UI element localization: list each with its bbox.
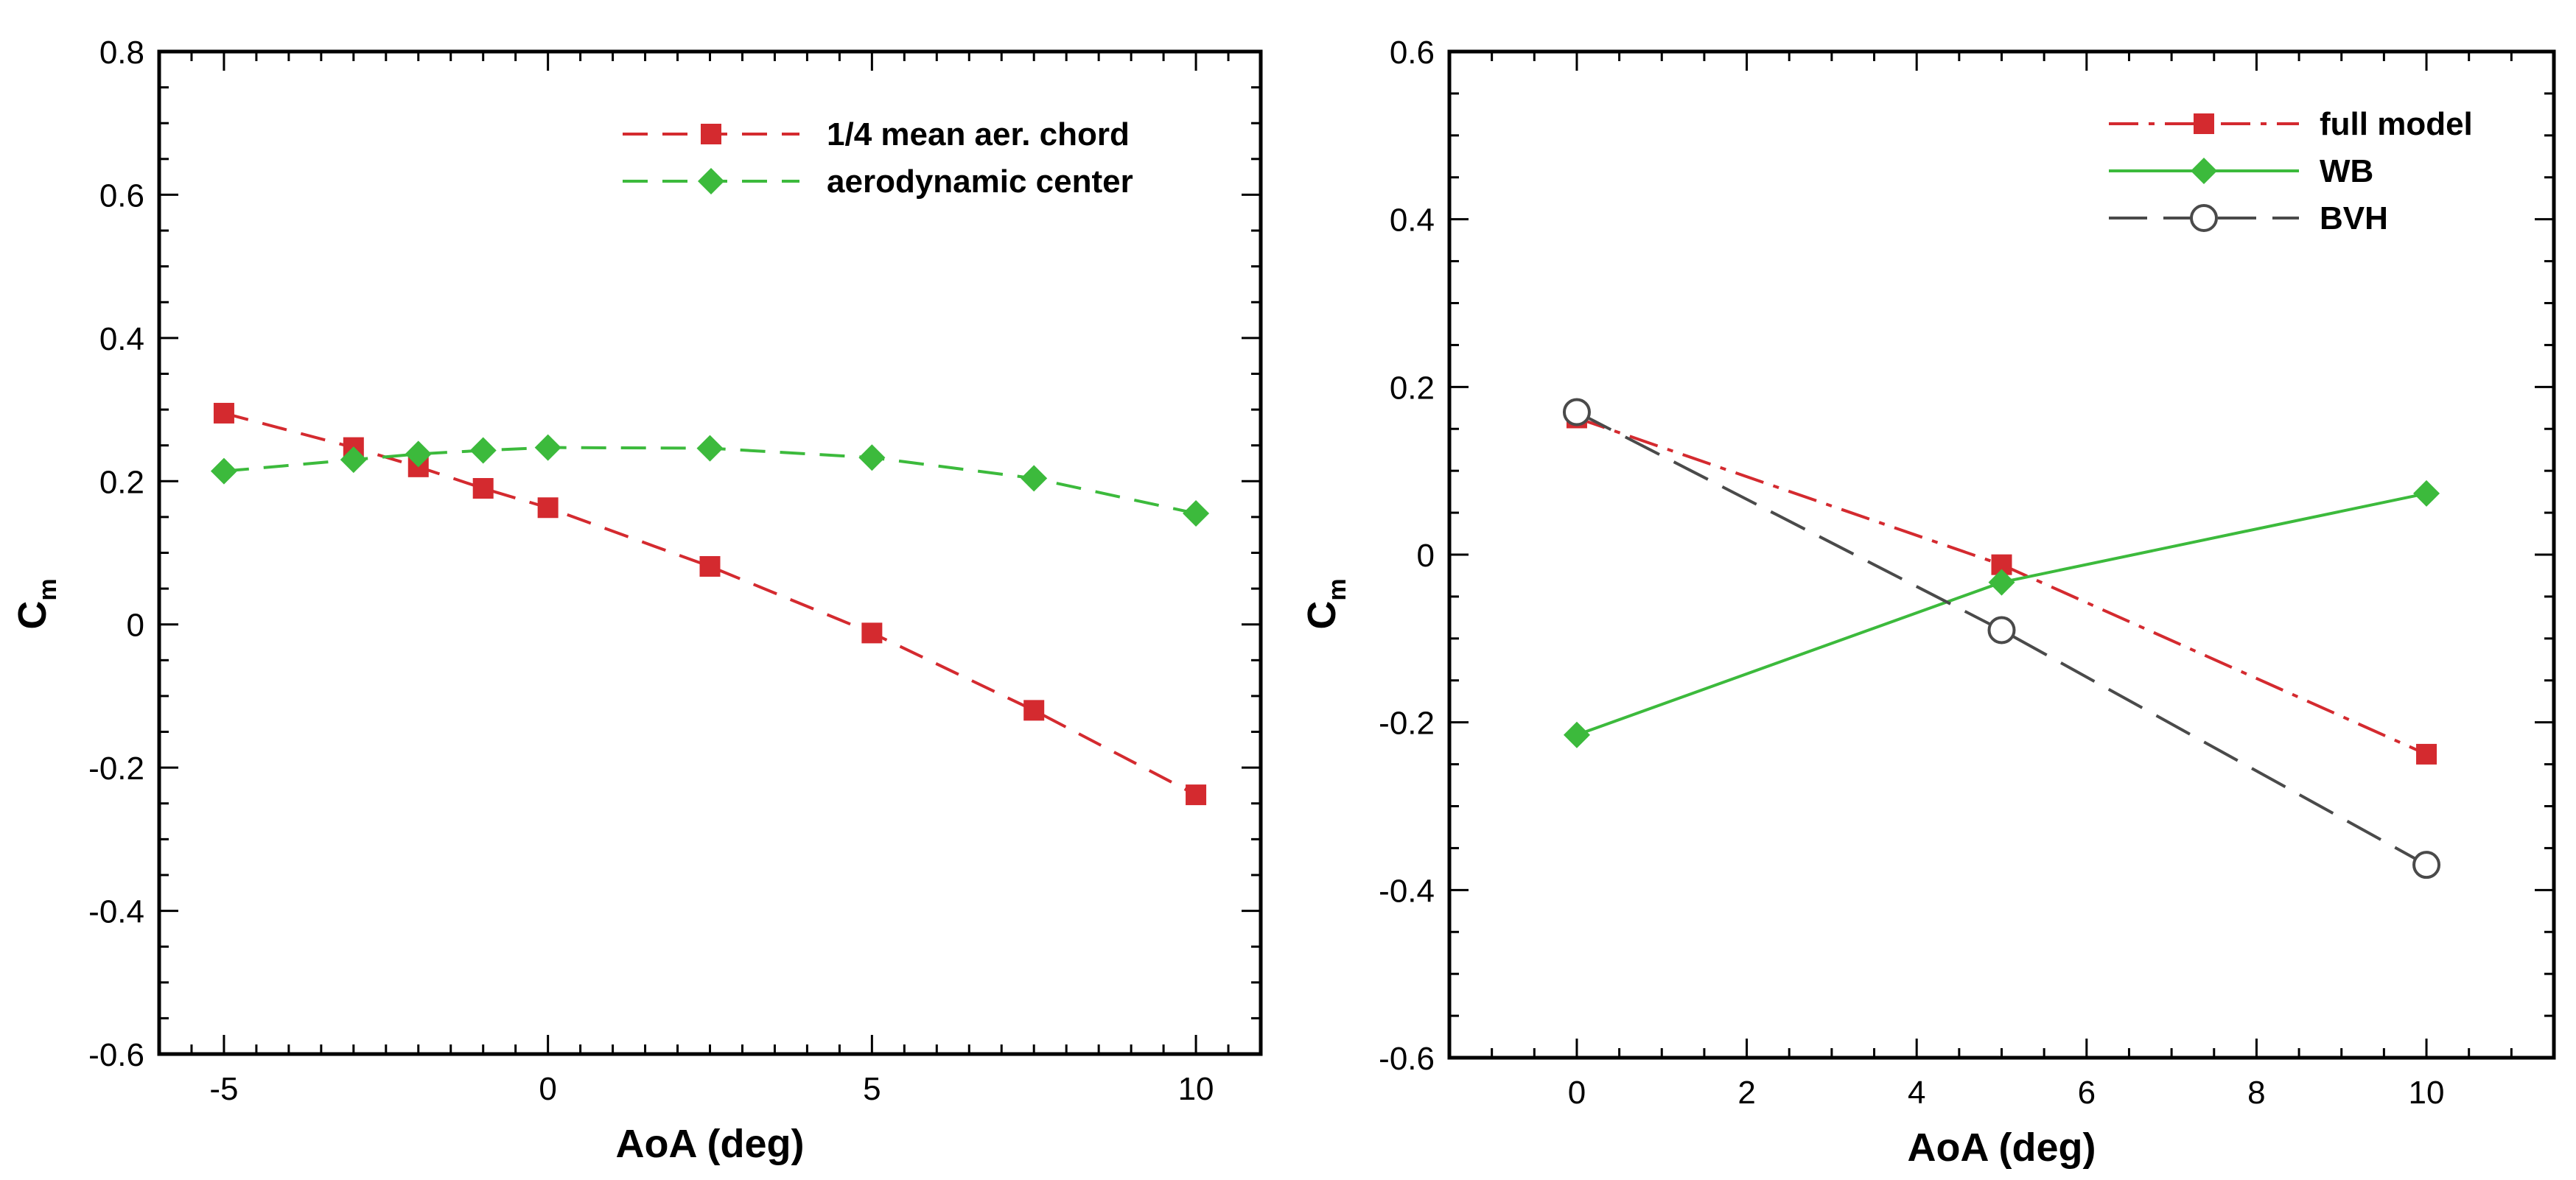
x-tick-label: 4: [1908, 1075, 1925, 1111]
y-tick-label: 0.6: [1390, 35, 1435, 71]
x-axis-title: AoA (deg): [616, 1122, 805, 1166]
legend-marker: [698, 168, 724, 194]
data-point: [534, 434, 561, 461]
y-axis-title-main: C: [10, 601, 55, 630]
data-point: [1183, 500, 1210, 527]
x-tick-label: 6: [2078, 1075, 2096, 1111]
data-point: [861, 622, 883, 644]
series-1: [210, 434, 1210, 527]
x-tick-label: -5: [209, 1071, 238, 1107]
data-point: [699, 555, 721, 577]
legend-label: WB: [2320, 153, 2373, 189]
data-point: [210, 457, 237, 485]
legend-label: full model: [2320, 106, 2473, 142]
legend-entry: full model: [2109, 106, 2473, 142]
data-point: [340, 446, 367, 474]
y-tick-label: 0: [127, 608, 144, 644]
y-axis-title: Cm: [1300, 578, 1351, 629]
plot-frame: [1447, 49, 2556, 1060]
y-tick-label: 0.6: [99, 178, 144, 214]
legend-label: aerodynamic center: [827, 164, 1133, 200]
y-tick-label: 0.4: [1390, 203, 1435, 239]
data-point: [1987, 616, 2016, 645]
legend-entry: aerodynamic center: [623, 164, 1133, 200]
legend-marker: [2190, 204, 2218, 232]
data-point: [405, 440, 432, 468]
x-tick-label: 8: [2247, 1075, 2265, 1111]
chart-right: 0 2 4 6 8 10 -0.6 -0.4 -0.2 0 0.2 0.4 0.6 AoA (deg) Cm…: [1300, 35, 2556, 1170]
y-tick-label: -0.4: [1379, 873, 1435, 909]
data-point: [2413, 480, 2440, 507]
y-axis-title: Cm: [10, 578, 62, 629]
series-2: [1562, 398, 2441, 879]
data-point: [2412, 851, 2441, 879]
legend-marker: [701, 124, 721, 144]
data-point: [469, 437, 497, 464]
y-tick-label: -0.4: [88, 894, 144, 930]
data-point: [1988, 569, 2015, 596]
y-tick-label: -0.2: [88, 751, 144, 787]
data-point: [858, 444, 886, 471]
data-point: [1562, 398, 1591, 426]
legend-entry: BVH: [2109, 200, 2388, 236]
series-line: [1576, 491, 2427, 737]
y-tick-label: 0.8: [99, 35, 144, 71]
y-axis-title-subscript: m: [1323, 578, 1351, 600]
legend-label: BVH: [2320, 200, 2388, 236]
legend-marker: [2191, 158, 2217, 184]
y-axis-title-subscript: m: [34, 578, 62, 600]
series-line: [223, 411, 1197, 796]
x-tick-label: 5: [863, 1071, 881, 1107]
y-tick-label: 0.2: [1390, 370, 1435, 406]
x-tick-label: 0: [1568, 1075, 1586, 1111]
y-tick-label: 0: [1417, 538, 1435, 574]
data-point: [213, 402, 234, 424]
y-tick-label: 0.2: [99, 464, 144, 500]
series-1: [1563, 480, 2440, 748]
data-point: [1023, 700, 1045, 721]
y-axis-title-main: C: [1300, 601, 1344, 630]
ticks: [158, 50, 1262, 1056]
legend-entry: WB: [2109, 153, 2373, 189]
legend-marker: [2194, 113, 2214, 134]
data-point: [2416, 743, 2437, 765]
x-tick-label: 0: [539, 1071, 556, 1107]
y-tick-label: 0.4: [99, 321, 144, 357]
chart-left: -5 0 5 10 -0.6 -0.4 -0.2 0 0.2 0.4 0.6 0.8 AoA (deg)…: [10, 35, 1263, 1166]
data-point: [1186, 784, 1207, 806]
data-point: [696, 435, 724, 462]
data-point: [537, 497, 559, 519]
y-tick-label: -0.2: [1379, 706, 1435, 742]
x-axis-title: AoA (deg): [1908, 1125, 2096, 1170]
legend-label: 1/4 mean aer. chord: [827, 116, 1130, 152]
y-tick-label: -0.6: [1379, 1041, 1435, 1077]
y-tick-label: -0.6: [88, 1037, 144, 1073]
series-line: [1576, 410, 2428, 866]
x-tick-label: 2: [1737, 1075, 1755, 1111]
x-tick-label: 10: [1178, 1071, 1214, 1107]
data-point: [1563, 721, 1590, 748]
data-point: [1021, 465, 1048, 492]
plot-frame: [157, 49, 1263, 1056]
legend-entry: 1/4 mean aer. chord: [623, 116, 1130, 152]
x-tick-label: 10: [2409, 1075, 2445, 1111]
data-point: [472, 478, 494, 499]
